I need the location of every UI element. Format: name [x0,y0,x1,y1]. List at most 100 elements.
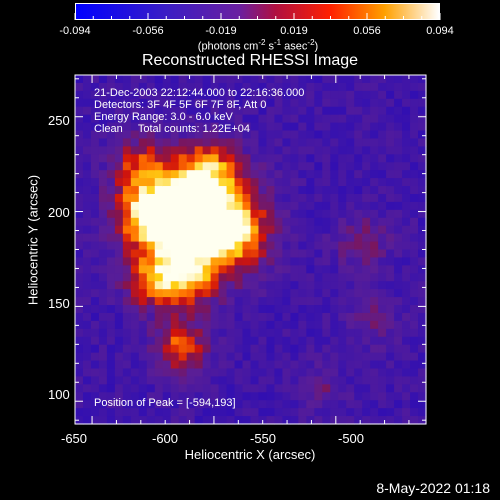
image-pixel [154,344,164,354]
image-pixel [82,82,92,92]
image-pixel [306,273,315,282]
image-pixel [162,257,172,266]
image-pixel [154,408,164,417]
image-pixel [106,75,116,84]
image-pixel [402,273,411,282]
image-pixel [130,352,140,362]
image-pixel [146,289,156,298]
image-pixel [274,265,284,274]
image-pixel [130,146,140,155]
image-pixel [322,106,331,116]
image-pixel [330,154,339,163]
image-pixel [178,217,188,227]
image-pixel [210,106,220,116]
image-pixel [202,75,212,84]
image-pixel [410,257,419,266]
colorbar-tick-label: 0.019 [280,25,308,37]
image-pixel [314,384,323,393]
image-pixel [186,146,196,155]
image-pixel [410,249,419,259]
image-pixel [138,162,148,171]
image-pixel [370,209,379,219]
image-pixel [194,138,204,147]
image-pixel [362,352,371,362]
image-pixel [162,138,172,147]
image-pixel [290,90,299,100]
image-pixel [82,376,92,385]
image-pixel [386,416,395,425]
image-pixel [314,376,323,385]
image-pixel [298,98,307,108]
image-pixel [186,289,196,298]
image-pixel [370,233,379,243]
image-pixel [202,186,212,195]
image-pixel [178,75,188,84]
image-pixel [162,249,172,259]
image-pixel [250,186,260,195]
image-pixel [82,130,92,140]
image-pixel [258,130,268,140]
image-pixel [298,146,307,155]
image-pixel [322,368,331,378]
image-pixel [138,82,148,92]
image-pixel [386,336,395,346]
image-pixel [338,352,347,362]
image-pixel [210,217,220,227]
image-pixel [170,273,180,282]
image-pixel [386,178,395,187]
image-pixel [154,289,164,298]
image-pixel [290,209,299,219]
image-pixel [242,138,252,147]
image-pixel [306,289,315,298]
image-pixel [402,90,411,100]
image-pixel [194,297,204,306]
image-pixel [202,154,212,163]
image-pixel [386,368,395,378]
image-pixel [98,217,108,227]
image-pixel [186,281,196,290]
image-pixel [130,138,140,147]
image-pixel [234,178,244,187]
image-pixel [82,138,92,147]
image-pixel [250,416,260,425]
image-pixel [106,320,116,330]
image-pixel [82,233,92,243]
image-pixel [138,154,148,163]
image-pixel [178,225,188,235]
image-pixel [106,281,116,290]
image-pixel [146,336,156,346]
image-pixel [338,225,347,235]
image-pixel [386,154,395,163]
image-pixel [90,416,100,425]
image-pixel [346,225,355,235]
x-tick-label: -550 [250,431,277,446]
image-pixel [130,384,140,393]
image-pixel [306,114,315,124]
image-pixel [98,289,108,298]
image-pixel [322,289,331,298]
image-pixel [282,281,291,290]
image-pixel [162,273,172,282]
image-pixel [386,289,395,298]
image-pixel [90,90,100,100]
image-pixel [218,146,228,155]
image-pixel [370,130,379,140]
image-pixel [330,368,339,378]
image-pixel [402,289,411,298]
image-pixel [322,138,331,147]
image-pixel [178,273,188,282]
image-pixel [274,320,284,330]
image-pixel [338,114,347,124]
image-pixel [114,257,124,266]
image-pixel [378,146,387,155]
image-pixel [186,209,196,219]
image-pixel [186,336,196,346]
image-pixel [386,225,395,235]
image-pixel [410,312,419,322]
image-pixel [138,328,148,338]
image-pixel [298,281,307,290]
image-pixel [226,209,236,219]
image-pixel [90,170,100,179]
image-pixel [234,154,244,163]
image-pixel [282,178,291,187]
